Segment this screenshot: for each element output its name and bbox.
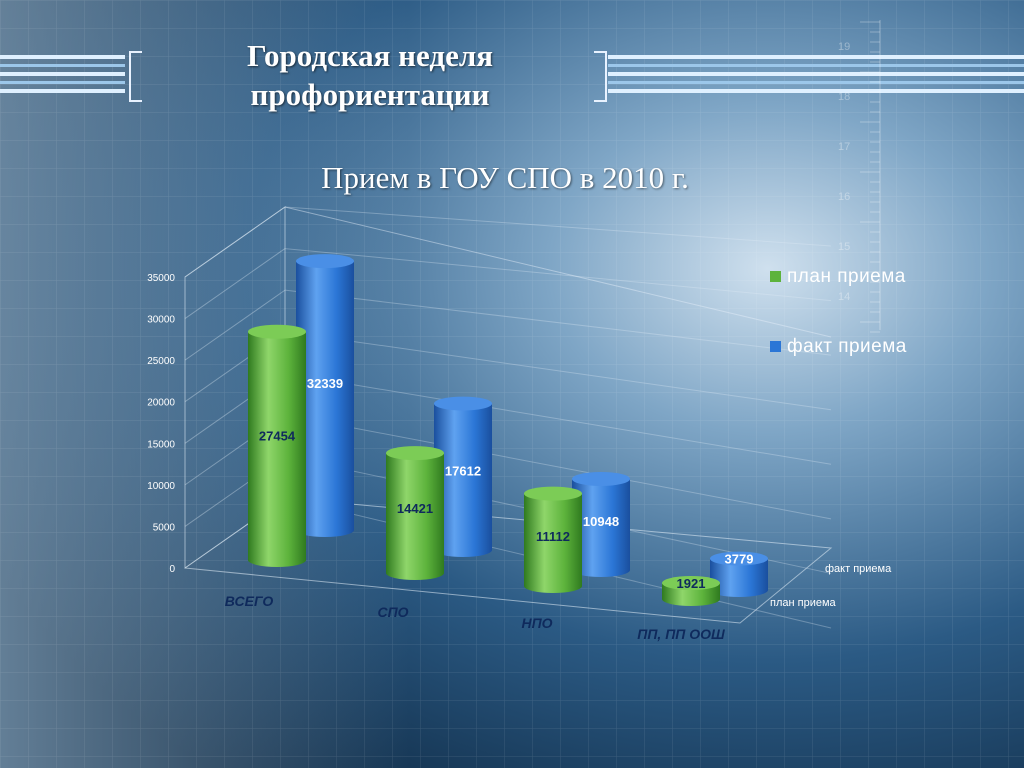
bar-plan-1-value-label: 14421: [397, 501, 433, 516]
legend-label-fact: факт приема: [787, 336, 907, 357]
bar-fact-3-top: [710, 551, 768, 566]
bar-fact-2-body: [572, 478, 630, 577]
back-wall-top: [284, 206, 832, 338]
slide-title: Городская неделя профориентации: [170, 36, 570, 114]
bar-plan-1-body: [386, 453, 444, 580]
y-tick-label: 10000: [147, 481, 175, 492]
bar-plan-0: [248, 324, 306, 567]
ruler-number: 14: [838, 291, 850, 303]
y-tick-label: 35000: [147, 273, 175, 284]
bar-fact-0: [296, 254, 354, 537]
x-category-label: ПП, ПП ООШ: [637, 626, 725, 642]
legend-item-plan: план приема: [770, 266, 906, 288]
bar-plan-2: [524, 486, 582, 593]
bar-fact-1-top: [434, 396, 492, 411]
bar-fact-2-top: [572, 471, 630, 486]
bar-fact-0-value-label: 32339: [307, 376, 343, 391]
x-category-label: СПО: [377, 604, 408, 620]
y-tick-label: 20000: [147, 398, 175, 409]
gridline: [284, 206, 832, 247]
gridline: [184, 248, 286, 319]
legend-swatch-plan: [770, 271, 781, 283]
y-tick-label: 30000: [147, 315, 175, 326]
title-line-1: Городская неделя: [246, 38, 494, 73]
y-tick-label: 15000: [147, 439, 175, 450]
right-stripe-band: [608, 55, 1024, 93]
x-category-label: ВСЕГО: [225, 593, 274, 609]
bar-fact-3-body: [710, 558, 768, 597]
ruler-number: 17: [838, 141, 850, 153]
bar-plan-3-value-label: 1921: [677, 576, 706, 591]
gridline: [284, 331, 832, 411]
bar-plan-1-top: [386, 446, 444, 461]
bar-plan-3: [662, 576, 720, 606]
bar-fact-2-value-label: 10948: [583, 514, 619, 529]
left-stripe-band: [0, 55, 125, 93]
left-bracket: [129, 51, 142, 102]
legend-label-plan: план приема: [787, 266, 906, 287]
bar-plan-0-top: [248, 324, 306, 339]
gridline: [284, 289, 832, 356]
bar-fact-3: [710, 551, 768, 597]
ruler-number: 19: [838, 41, 850, 53]
bar-fact-0-body: [296, 261, 354, 537]
gridline: [284, 414, 832, 520]
gridline: [184, 289, 286, 361]
gridline: [184, 206, 286, 278]
bar-fact-1-value-label: 17612: [445, 463, 481, 478]
ruler-number: 18: [838, 91, 850, 103]
bar-fact-1: [434, 396, 492, 557]
y-tick-label: 25000: [147, 356, 175, 367]
bar-plan-2-value-label: 11112: [536, 529, 570, 544]
gridline: [284, 248, 832, 302]
y-tick-label: 0: [169, 564, 175, 575]
bar-plan-0-value-label: 27454: [259, 428, 296, 443]
ruler-number: 15: [838, 241, 850, 253]
bar-fact-0-top: [296, 254, 354, 269]
bar-plan-2-top: [524, 486, 582, 501]
bar-fact-3-value-label: 3779: [725, 552, 754, 567]
gridline: [284, 372, 832, 465]
bar-plan-1: [386, 446, 444, 580]
bar-fact-1-body: [434, 403, 492, 557]
bar-plan-3-top: [662, 576, 720, 591]
y-tick-label: 5000: [153, 522, 176, 533]
depth-axis-label: факт приема: [825, 563, 892, 575]
chart-subtitle: Прием в ГОУ СПО в 2010 г.: [321, 160, 689, 195]
depth-axis-label: план приема: [770, 597, 837, 609]
title-line-2: профориентации: [250, 77, 490, 112]
legend-item-fact: факт приема: [770, 336, 907, 358]
bar-fact-2: [572, 471, 630, 577]
right-bracket: [594, 51, 607, 102]
legend-swatch-fact: [770, 341, 781, 353]
bar-plan-0-body: [248, 331, 306, 567]
x-category-label: НПО: [521, 615, 552, 631]
bar-plan-2-body: [524, 493, 582, 593]
ruler-number: 16: [838, 191, 850, 203]
